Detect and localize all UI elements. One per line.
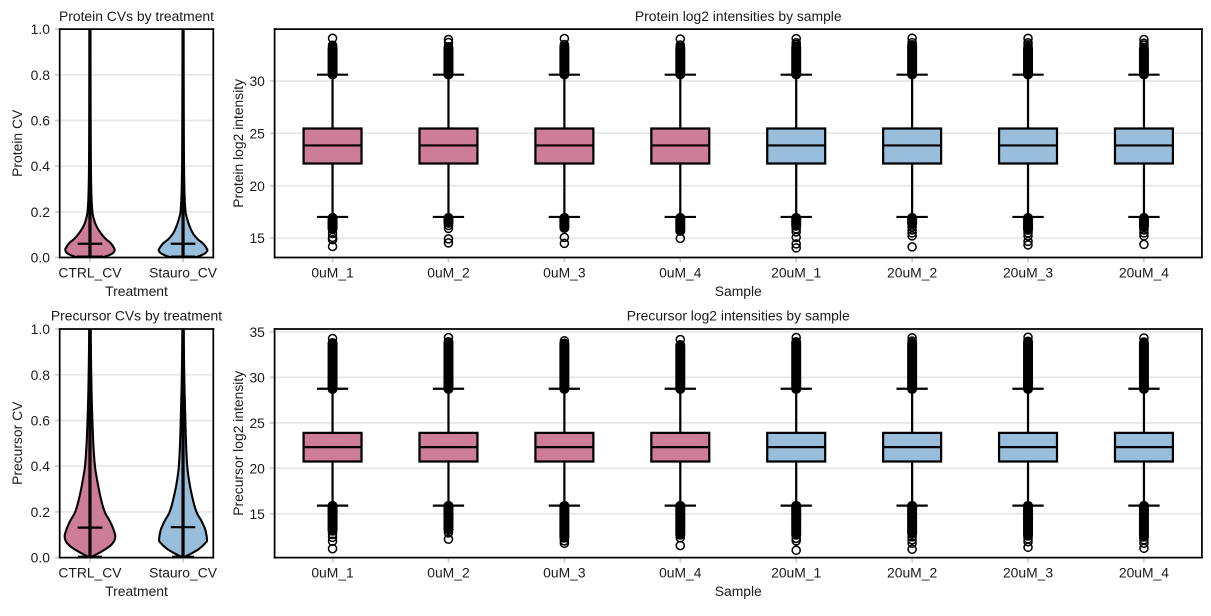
svg-text:30: 30 bbox=[249, 369, 265, 385]
svg-text:Stauro_CV: Stauro_CV bbox=[149, 564, 218, 580]
svg-text:15: 15 bbox=[249, 506, 265, 522]
svg-text:Protein CVs by treatment: Protein CVs by treatment bbox=[59, 8, 214, 24]
svg-text:0uM_3: 0uM_3 bbox=[543, 264, 586, 280]
svg-text:0uM_1: 0uM_1 bbox=[311, 264, 354, 280]
svg-text:20uM_1: 20uM_1 bbox=[771, 564, 821, 580]
svg-text:0uM_4: 0uM_4 bbox=[659, 264, 702, 280]
svg-text:Precursor CVs by treatment: Precursor CVs by treatment bbox=[51, 308, 222, 324]
svg-text:0.4: 0.4 bbox=[31, 158, 51, 174]
svg-text:0.0: 0.0 bbox=[31, 550, 51, 566]
svg-text:0uM_4: 0uM_4 bbox=[659, 564, 702, 580]
svg-text:Protein CV: Protein CV bbox=[9, 109, 25, 177]
svg-text:25: 25 bbox=[249, 415, 265, 431]
svg-text:0.6: 0.6 bbox=[31, 412, 51, 428]
svg-text:Treatment: Treatment bbox=[105, 583, 168, 599]
svg-text:CTRL_CV: CTRL_CV bbox=[58, 264, 122, 280]
svg-text:0uM_3: 0uM_3 bbox=[543, 564, 586, 580]
svg-text:20uM_1: 20uM_1 bbox=[771, 264, 821, 280]
svg-text:20: 20 bbox=[249, 178, 265, 194]
svg-text:25: 25 bbox=[249, 125, 265, 141]
svg-text:1.0: 1.0 bbox=[31, 321, 51, 337]
svg-text:30: 30 bbox=[249, 73, 265, 89]
svg-text:20uM_3: 20uM_3 bbox=[1003, 264, 1053, 280]
svg-text:20uM_4: 20uM_4 bbox=[1119, 564, 1169, 580]
svg-text:CTRL_CV: CTRL_CV bbox=[58, 564, 122, 580]
svg-text:20: 20 bbox=[249, 460, 265, 476]
svg-text:0.0: 0.0 bbox=[31, 250, 51, 266]
svg-text:20uM_4: 20uM_4 bbox=[1119, 264, 1169, 280]
svg-text:Precursor CV: Precursor CV bbox=[9, 401, 25, 485]
svg-text:Protein log2 intensities by sa: Protein log2 intensities by sample bbox=[635, 8, 842, 24]
svg-text:Protein log2 intensity: Protein log2 intensity bbox=[230, 79, 246, 208]
svg-text:0.8: 0.8 bbox=[31, 367, 51, 383]
svg-text:0.4: 0.4 bbox=[31, 458, 51, 474]
svg-text:35: 35 bbox=[249, 324, 265, 340]
svg-text:0.2: 0.2 bbox=[31, 504, 51, 520]
svg-text:0uM_1: 0uM_1 bbox=[311, 564, 354, 580]
svg-text:20uM_3: 20uM_3 bbox=[1003, 564, 1053, 580]
svg-text:0.2: 0.2 bbox=[31, 204, 51, 220]
svg-text:0uM_2: 0uM_2 bbox=[427, 564, 470, 580]
svg-text:15: 15 bbox=[249, 230, 265, 246]
svg-text:Stauro_CV: Stauro_CV bbox=[149, 264, 218, 280]
svg-text:Precursor log2 intensities by: Precursor log2 intensities by sample bbox=[627, 308, 850, 324]
svg-text:Precursor log2 intensity: Precursor log2 intensity bbox=[230, 371, 246, 516]
svg-text:0uM_2: 0uM_2 bbox=[427, 264, 470, 280]
svg-text:1.0: 1.0 bbox=[31, 21, 51, 37]
svg-text:20uM_2: 20uM_2 bbox=[887, 564, 937, 580]
svg-text:0.8: 0.8 bbox=[31, 67, 51, 83]
svg-text:20uM_2: 20uM_2 bbox=[887, 264, 937, 280]
svg-text:Sample: Sample bbox=[715, 283, 762, 299]
svg-text:Treatment: Treatment bbox=[105, 283, 168, 299]
svg-text:Sample: Sample bbox=[715, 583, 762, 599]
svg-text:0.6: 0.6 bbox=[31, 112, 51, 128]
